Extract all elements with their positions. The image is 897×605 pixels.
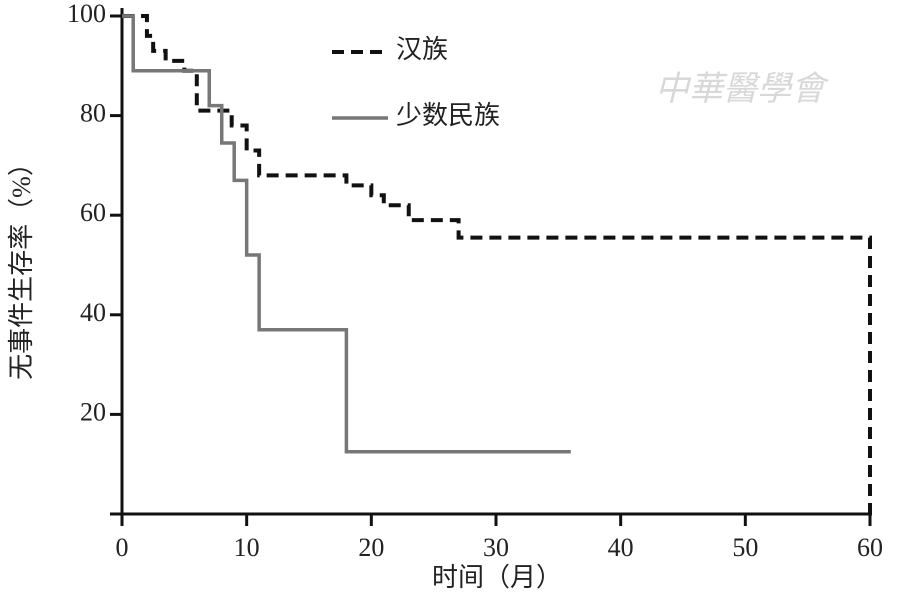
survival-curve [122,14,872,514]
y-tick-label: 40 [80,298,106,327]
x-tick-label: 0 [116,533,129,562]
y-tick-label: 80 [80,99,106,128]
watermark: 中華醫學會 [655,71,830,108]
x-axis-label: 时间（月） [432,563,562,592]
x-tick-label: 30 [483,533,509,562]
x-tick-label: 40 [608,533,634,562]
legend-label: 汉族 [396,35,448,64]
x-tick-label: 50 [732,533,758,562]
y-tick-label: 100 [67,0,106,28]
y-axis-label: 无事件生存率（%） [7,150,36,380]
x-tick-label: 20 [358,533,384,562]
y-tick-label: 20 [80,397,106,426]
legend-label: 少数民族 [396,101,500,130]
survival-curve [122,14,571,454]
y-tick-label: 60 [80,198,106,227]
x-tick-label: 10 [234,533,260,562]
x-tick-label: 60 [857,533,883,562]
